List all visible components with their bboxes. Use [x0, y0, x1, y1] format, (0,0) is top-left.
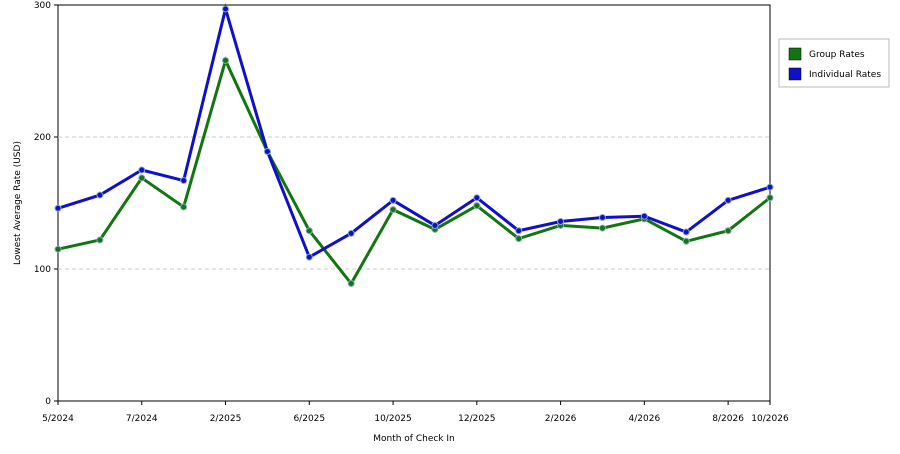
data-point [640, 212, 648, 220]
data-point [347, 229, 355, 237]
data-point [598, 224, 606, 232]
y-axis-label: Lowest Average Rate (USD) [13, 141, 23, 265]
data-point [305, 253, 313, 261]
x-tick-label: 7/2024 [126, 414, 158, 424]
data-point [138, 166, 146, 174]
x-tick-label: 10/2026 [751, 414, 789, 424]
data-point [305, 227, 313, 235]
data-point [724, 196, 732, 204]
data-point [96, 191, 104, 199]
x-tick-label: 2/2025 [210, 414, 242, 424]
legend-swatch [788, 67, 802, 81]
x-axis-label: Month of Check In [373, 434, 455, 444]
data-point [54, 204, 62, 212]
data-point [724, 227, 732, 235]
x-tick-label: 10/2025 [374, 414, 411, 424]
data-point [180, 203, 188, 211]
plot-area [57, 4, 771, 402]
x-tick-label: 6/2025 [293, 414, 325, 424]
x-tick-label: 5/2024 [42, 414, 74, 424]
data-point [54, 245, 62, 253]
data-point [515, 235, 523, 243]
data-point [766, 183, 774, 191]
x-tick-label: 12/2025 [458, 414, 495, 424]
y-tick-label: 100 [34, 265, 51, 275]
data-point [473, 202, 481, 210]
data-point [263, 148, 271, 156]
legend-label: Group Rates [809, 50, 865, 60]
data-point [347, 280, 355, 288]
data-point [557, 217, 565, 225]
data-point [96, 236, 104, 244]
data-point [389, 196, 397, 204]
data-point [431, 221, 439, 229]
y-tick-label: 0 [45, 397, 51, 407]
data-point [222, 56, 230, 64]
series-line [57, 3, 771, 260]
y-tick-label: 300 [34, 1, 51, 11]
x-tick-label: 2/2026 [545, 414, 577, 424]
x-tick-label: 4/2026 [629, 414, 661, 424]
legend-label: Individual Rates [809, 70, 881, 80]
data-point [180, 177, 188, 185]
series-line [57, 56, 771, 287]
legend-box [778, 38, 890, 88]
data-point [598, 214, 606, 222]
data-point [389, 206, 397, 214]
data-point [766, 194, 774, 202]
data-point [473, 194, 481, 202]
x-tick-label: 8/2026 [712, 414, 744, 424]
data-point [222, 5, 230, 13]
legend-swatch [788, 47, 802, 61]
y-tick-label: 200 [34, 133, 51, 143]
data-point [682, 228, 690, 236]
data-point [138, 174, 146, 182]
data-point [682, 237, 690, 245]
data-point [515, 227, 523, 235]
